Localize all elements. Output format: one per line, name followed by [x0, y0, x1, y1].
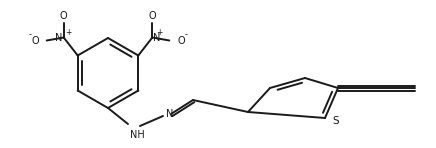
- Text: N: N: [55, 33, 63, 42]
- Text: -: -: [184, 30, 187, 39]
- Text: O: O: [60, 11, 68, 21]
- Text: +: +: [65, 28, 72, 37]
- Text: O: O: [177, 36, 185, 45]
- Text: O: O: [31, 36, 39, 45]
- Text: N: N: [153, 33, 161, 42]
- Text: NH: NH: [130, 130, 145, 140]
- Text: N: N: [166, 109, 174, 119]
- Text: O: O: [149, 11, 156, 21]
- Text: S: S: [332, 116, 339, 126]
- Text: -: -: [29, 30, 32, 39]
- Text: +: +: [156, 28, 163, 37]
